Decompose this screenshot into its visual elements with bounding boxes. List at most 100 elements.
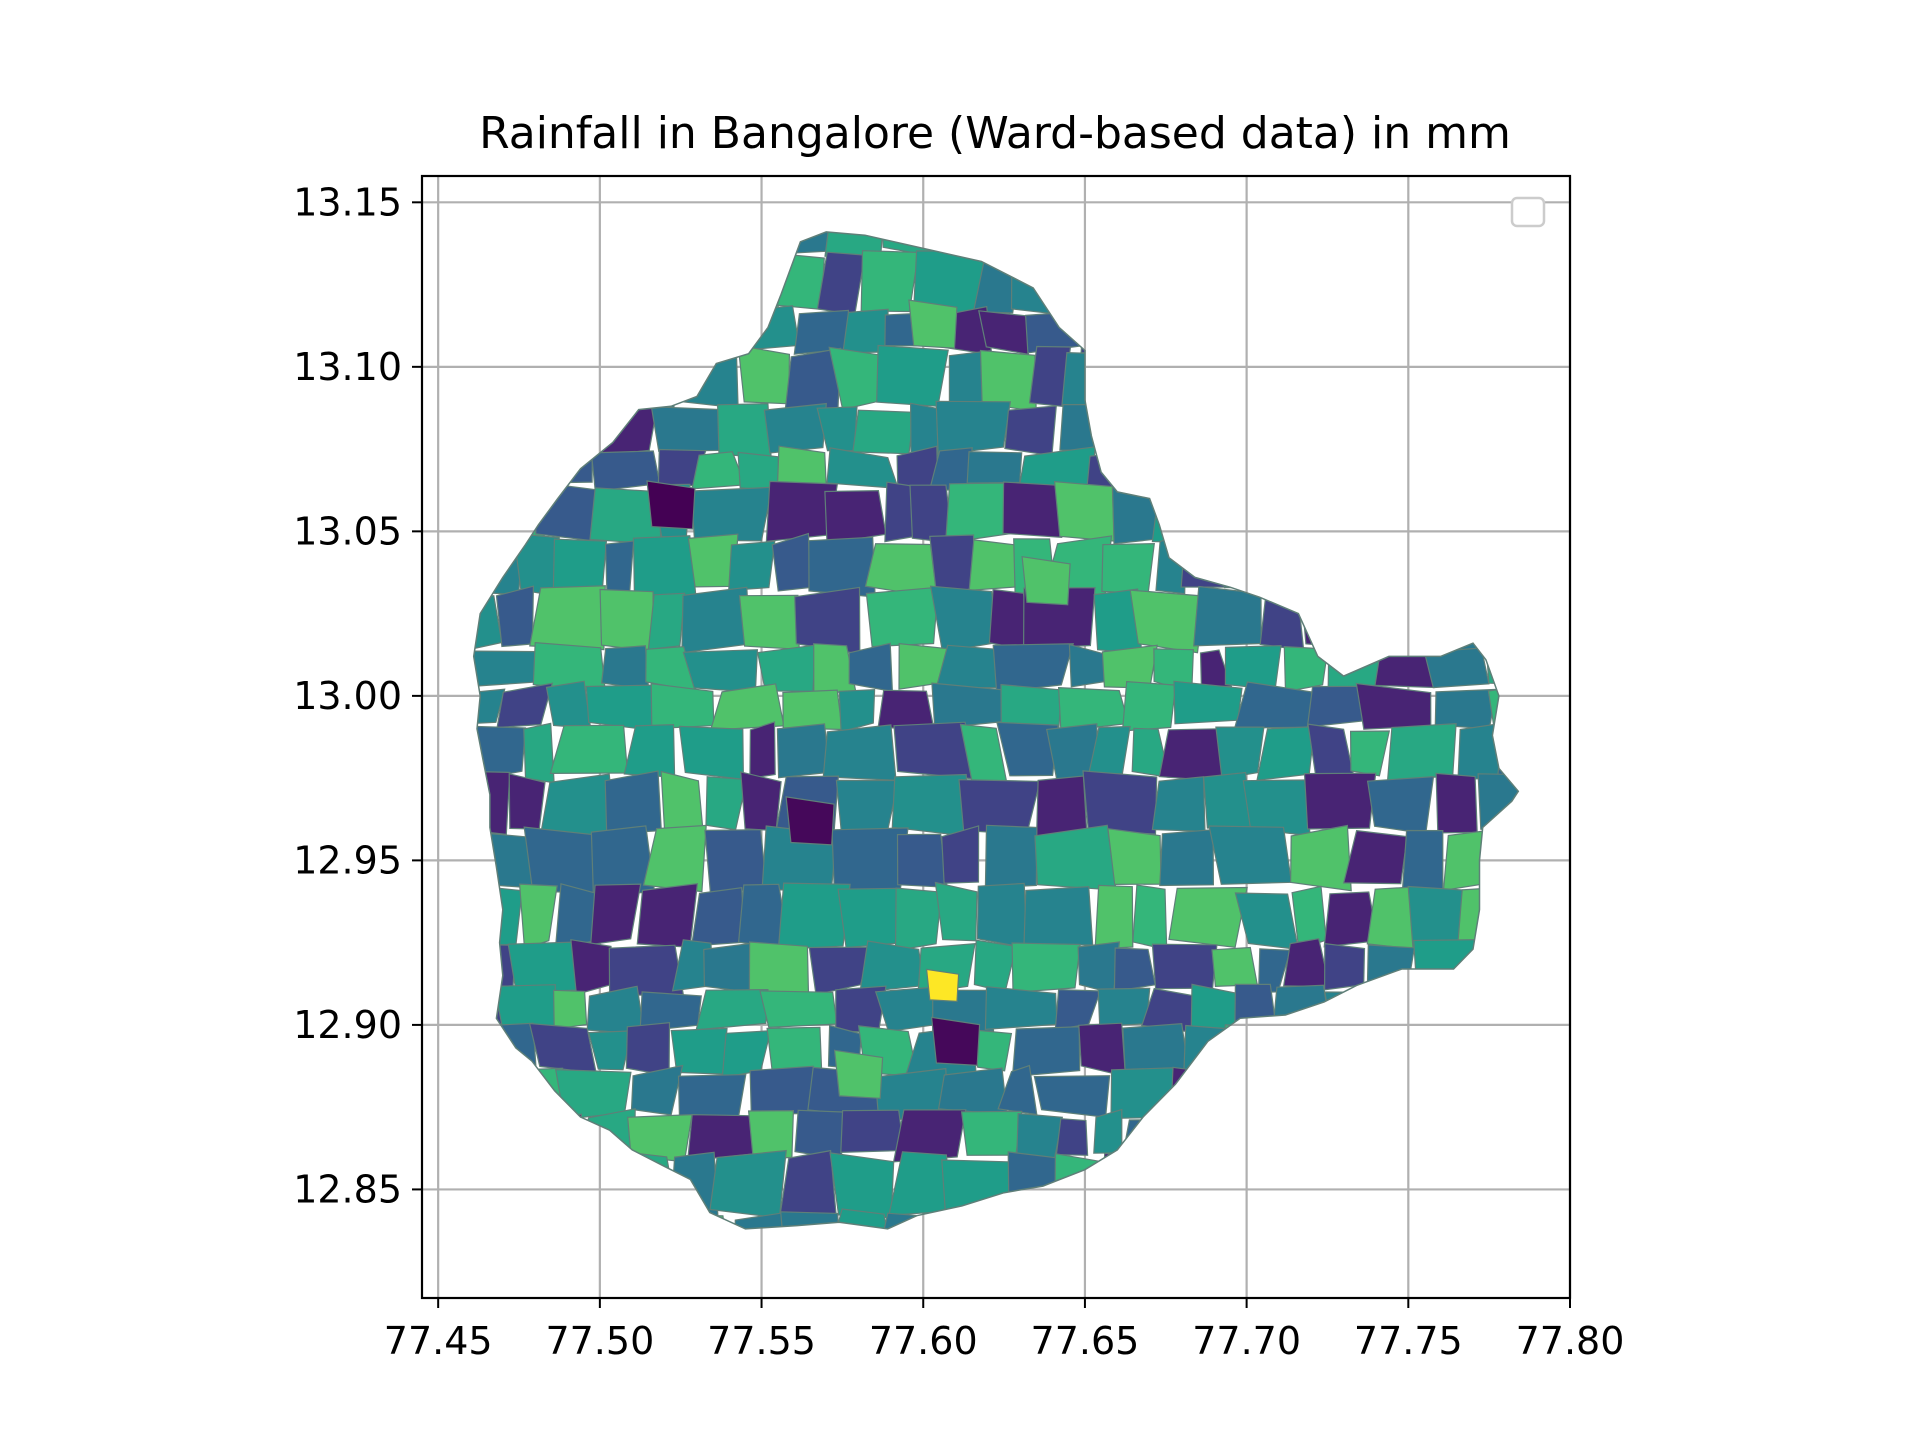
ward-polygon	[891, 773, 970, 838]
ward-polygon	[1196, 1215, 1270, 1229]
ward-polygon	[473, 1115, 533, 1162]
ward-polygon	[1341, 255, 1406, 316]
ward-polygon	[1229, 1064, 1289, 1115]
ward-polygon	[892, 1109, 967, 1163]
ward-polygon	[831, 1208, 892, 1229]
ward-polygon	[1007, 1151, 1059, 1214]
ward-polygon	[1246, 231, 1332, 257]
ward-polygon	[1065, 251, 1108, 314]
ward-polygon	[1229, 248, 1285, 317]
ward-polygon	[997, 1064, 1038, 1116]
ward-polygon	[1408, 1023, 1473, 1070]
ward-polygon	[840, 1109, 905, 1154]
ward-polygon	[1148, 254, 1199, 317]
ward-polygon	[1102, 249, 1158, 310]
ward-polygon	[577, 231, 629, 254]
ward-polygon	[1297, 1028, 1360, 1072]
ward-polygon	[966, 451, 1023, 484]
ward-polygon	[499, 1213, 534, 1229]
ward-polygon	[1499, 445, 1519, 487]
ward-polygon	[1116, 403, 1151, 452]
ward-polygon	[759, 990, 838, 1029]
ward-polygon	[507, 941, 582, 993]
ward-polygon	[498, 306, 559, 358]
ward-polygon	[473, 311, 502, 356]
ward-polygon	[1004, 405, 1057, 457]
ward-polygon	[794, 1109, 844, 1161]
ward-polygon	[495, 1067, 564, 1113]
y-tick-label: 13.10	[293, 345, 402, 389]
ward-polygon	[1306, 685, 1364, 728]
ward-polygon	[473, 770, 511, 835]
ward-polygon	[859, 940, 925, 993]
ward-polygon	[1497, 724, 1519, 778]
ward-polygon	[1389, 1067, 1431, 1120]
ward-polygon-highlight	[930, 1016, 981, 1067]
ward-polygon	[1094, 884, 1134, 950]
x-tick-label: 77.65	[1031, 1319, 1140, 1363]
ward-polygon	[728, 540, 776, 592]
ward-polygon	[1256, 725, 1316, 781]
ward-polygon	[1215, 726, 1265, 780]
ward-polygon	[1522, 884, 1589, 948]
ward-polygon	[1101, 542, 1155, 595]
ward-polygon	[682, 649, 759, 693]
ward-polygon	[1144, 409, 1199, 450]
ward-polygon	[1101, 1152, 1156, 1210]
ward-polygon	[1449, 248, 1494, 312]
ward-polygon	[614, 231, 661, 254]
ward-polygon	[1352, 402, 1400, 457]
ward-polygon	[1216, 535, 1286, 589]
ward-polygon	[1062, 1209, 1118, 1229]
ward-polygon	[1395, 585, 1435, 655]
ward-polygon	[1392, 231, 1433, 257]
ward-polygon	[473, 1069, 502, 1120]
ward-polygon	[691, 451, 747, 490]
ward-polygon	[1234, 892, 1300, 951]
ward-polygon	[618, 247, 671, 313]
ward-polygon	[1283, 645, 1329, 693]
ward-polygon	[649, 231, 715, 258]
ward-polygon	[496, 682, 554, 729]
ward-map	[472, 231, 1589, 1230]
ward-polygon	[1482, 247, 1519, 314]
ward-polygon	[1288, 409, 1357, 450]
ward-polygon	[876, 344, 949, 407]
ward-polygon	[674, 344, 739, 409]
ward-polygon	[824, 489, 887, 545]
ward-polygon	[984, 824, 1038, 889]
ward-polygon	[1292, 1108, 1356, 1161]
ward-polygon-highlight	[925, 968, 960, 1003]
y-tick-label: 13.05	[293, 509, 402, 553]
ward-polygon	[1180, 533, 1231, 588]
ward-polygon-highlight	[646, 480, 696, 530]
ward-polygon	[865, 586, 939, 648]
ward-polygon	[1186, 451, 1243, 493]
ward-polygon	[936, 231, 1005, 253]
ward-polygon	[931, 682, 1006, 730]
ward-polygon	[1265, 1210, 1327, 1229]
ward-polygon	[528, 1022, 597, 1074]
ward-polygon	[1023, 885, 1094, 946]
ward-polygon	[1477, 773, 1519, 837]
ward-polygon	[1401, 829, 1444, 894]
ward-polygon	[1283, 938, 1331, 988]
ward-polygon	[1133, 231, 1212, 255]
ward-polygon	[1500, 592, 1519, 652]
ward-polygon	[620, 307, 684, 352]
ward-polygon	[473, 445, 531, 487]
ward-polygon	[545, 680, 592, 730]
ward-polygon	[1111, 481, 1159, 545]
ward-polygon	[937, 1067, 1008, 1116]
ward-polygon	[529, 248, 580, 314]
ward-polygon	[1257, 1110, 1293, 1153]
ward-polygon	[777, 882, 851, 950]
ward-polygon	[570, 938, 612, 996]
ward-polygon	[1386, 723, 1457, 781]
ward-polygon	[519, 1113, 583, 1159]
y-tick-label: 12.95	[293, 838, 402, 882]
ward-polygon	[929, 585, 999, 653]
ward-polygon	[1097, 987, 1151, 1027]
ward-polygon	[1434, 408, 1490, 455]
